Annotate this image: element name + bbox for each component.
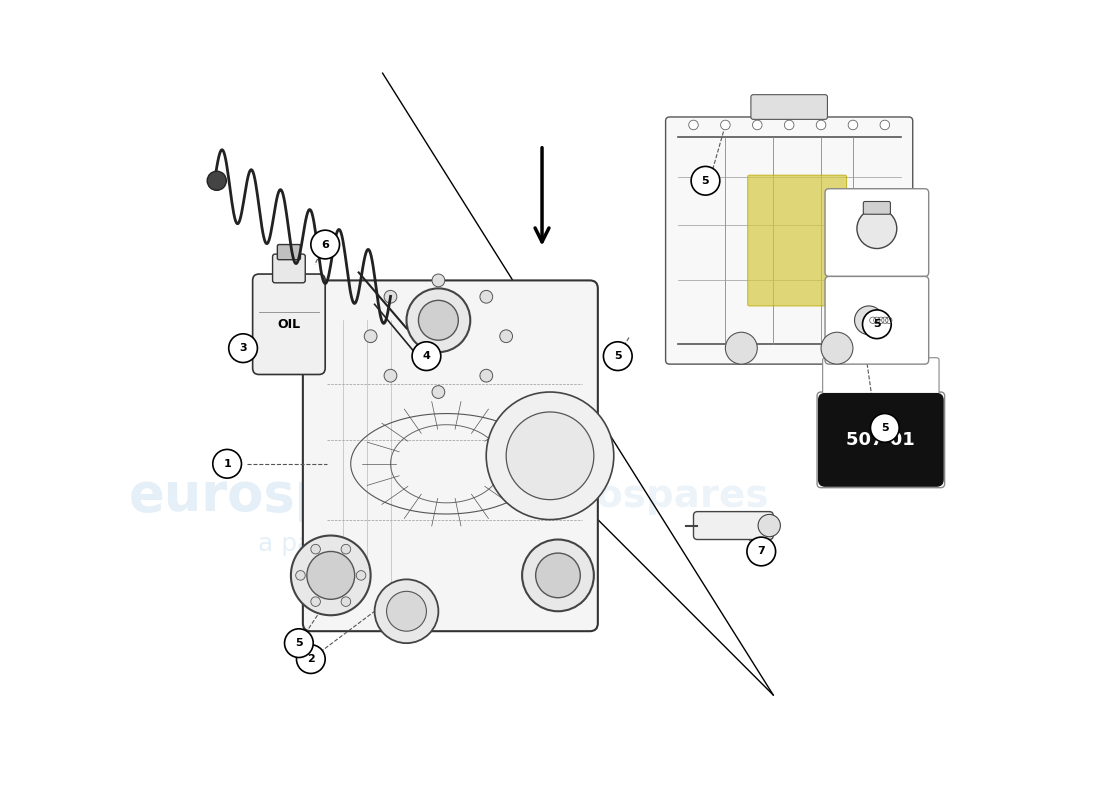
Circle shape bbox=[364, 330, 377, 342]
Circle shape bbox=[784, 120, 794, 130]
Text: eurospares: eurospares bbox=[129, 470, 461, 522]
Circle shape bbox=[689, 120, 698, 130]
FancyBboxPatch shape bbox=[823, 358, 939, 394]
Text: eurospares: eurospares bbox=[522, 477, 769, 514]
Circle shape bbox=[386, 591, 427, 631]
Circle shape bbox=[480, 290, 493, 303]
FancyBboxPatch shape bbox=[302, 281, 597, 631]
Circle shape bbox=[229, 334, 257, 362]
Text: 507 01: 507 01 bbox=[847, 431, 915, 449]
FancyBboxPatch shape bbox=[253, 274, 326, 374]
Circle shape bbox=[499, 330, 513, 342]
Circle shape bbox=[880, 120, 890, 130]
FancyBboxPatch shape bbox=[693, 512, 773, 539]
Circle shape bbox=[857, 209, 896, 249]
Text: 1: 1 bbox=[223, 458, 231, 469]
Circle shape bbox=[821, 332, 852, 364]
Text: 5: 5 bbox=[614, 351, 622, 361]
Circle shape bbox=[506, 412, 594, 500]
FancyBboxPatch shape bbox=[818, 394, 943, 486]
Circle shape bbox=[418, 300, 459, 340]
Circle shape bbox=[290, 535, 371, 615]
FancyBboxPatch shape bbox=[825, 277, 928, 364]
Circle shape bbox=[691, 166, 719, 195]
Text: OIL: OIL bbox=[277, 318, 300, 330]
Circle shape bbox=[296, 570, 306, 580]
Circle shape bbox=[311, 230, 340, 259]
Circle shape bbox=[432, 274, 444, 286]
Circle shape bbox=[725, 332, 757, 364]
Circle shape bbox=[848, 120, 858, 130]
Text: 7: 7 bbox=[758, 546, 766, 557]
Circle shape bbox=[285, 629, 314, 658]
Text: 6: 6 bbox=[321, 239, 329, 250]
FancyBboxPatch shape bbox=[277, 245, 300, 260]
Circle shape bbox=[412, 342, 441, 370]
Circle shape bbox=[480, 370, 493, 382]
Circle shape bbox=[870, 414, 899, 442]
FancyBboxPatch shape bbox=[748, 175, 847, 306]
Circle shape bbox=[816, 120, 826, 130]
Circle shape bbox=[522, 539, 594, 611]
Circle shape bbox=[855, 306, 883, 334]
Circle shape bbox=[604, 342, 632, 370]
Circle shape bbox=[384, 290, 397, 303]
FancyBboxPatch shape bbox=[851, 199, 890, 282]
Circle shape bbox=[407, 288, 471, 352]
FancyBboxPatch shape bbox=[825, 189, 928, 277]
Circle shape bbox=[307, 551, 354, 599]
Text: a passion for parts: a passion for parts bbox=[257, 531, 492, 555]
Circle shape bbox=[384, 370, 397, 382]
Circle shape bbox=[356, 570, 366, 580]
FancyBboxPatch shape bbox=[864, 202, 890, 214]
Text: 5: 5 bbox=[295, 638, 302, 648]
Text: 3: 3 bbox=[240, 343, 246, 353]
Circle shape bbox=[758, 514, 780, 537]
Circle shape bbox=[375, 579, 439, 643]
Circle shape bbox=[752, 120, 762, 130]
Text: 5: 5 bbox=[881, 423, 889, 433]
Circle shape bbox=[720, 120, 730, 130]
Text: 5: 5 bbox=[702, 176, 710, 186]
Circle shape bbox=[341, 597, 351, 606]
Circle shape bbox=[207, 171, 227, 190]
Circle shape bbox=[341, 544, 351, 554]
Circle shape bbox=[747, 537, 776, 566]
Circle shape bbox=[212, 450, 242, 478]
Text: 2: 2 bbox=[307, 654, 315, 664]
Text: 4: 4 bbox=[422, 351, 430, 361]
Text: 5: 5 bbox=[873, 319, 881, 330]
Circle shape bbox=[311, 597, 320, 606]
Circle shape bbox=[486, 392, 614, 519]
Circle shape bbox=[432, 386, 444, 398]
Circle shape bbox=[297, 645, 326, 674]
FancyBboxPatch shape bbox=[273, 254, 306, 283]
Circle shape bbox=[862, 310, 891, 338]
Circle shape bbox=[311, 544, 320, 554]
FancyBboxPatch shape bbox=[666, 117, 913, 364]
Circle shape bbox=[536, 553, 581, 598]
FancyBboxPatch shape bbox=[751, 94, 827, 119]
